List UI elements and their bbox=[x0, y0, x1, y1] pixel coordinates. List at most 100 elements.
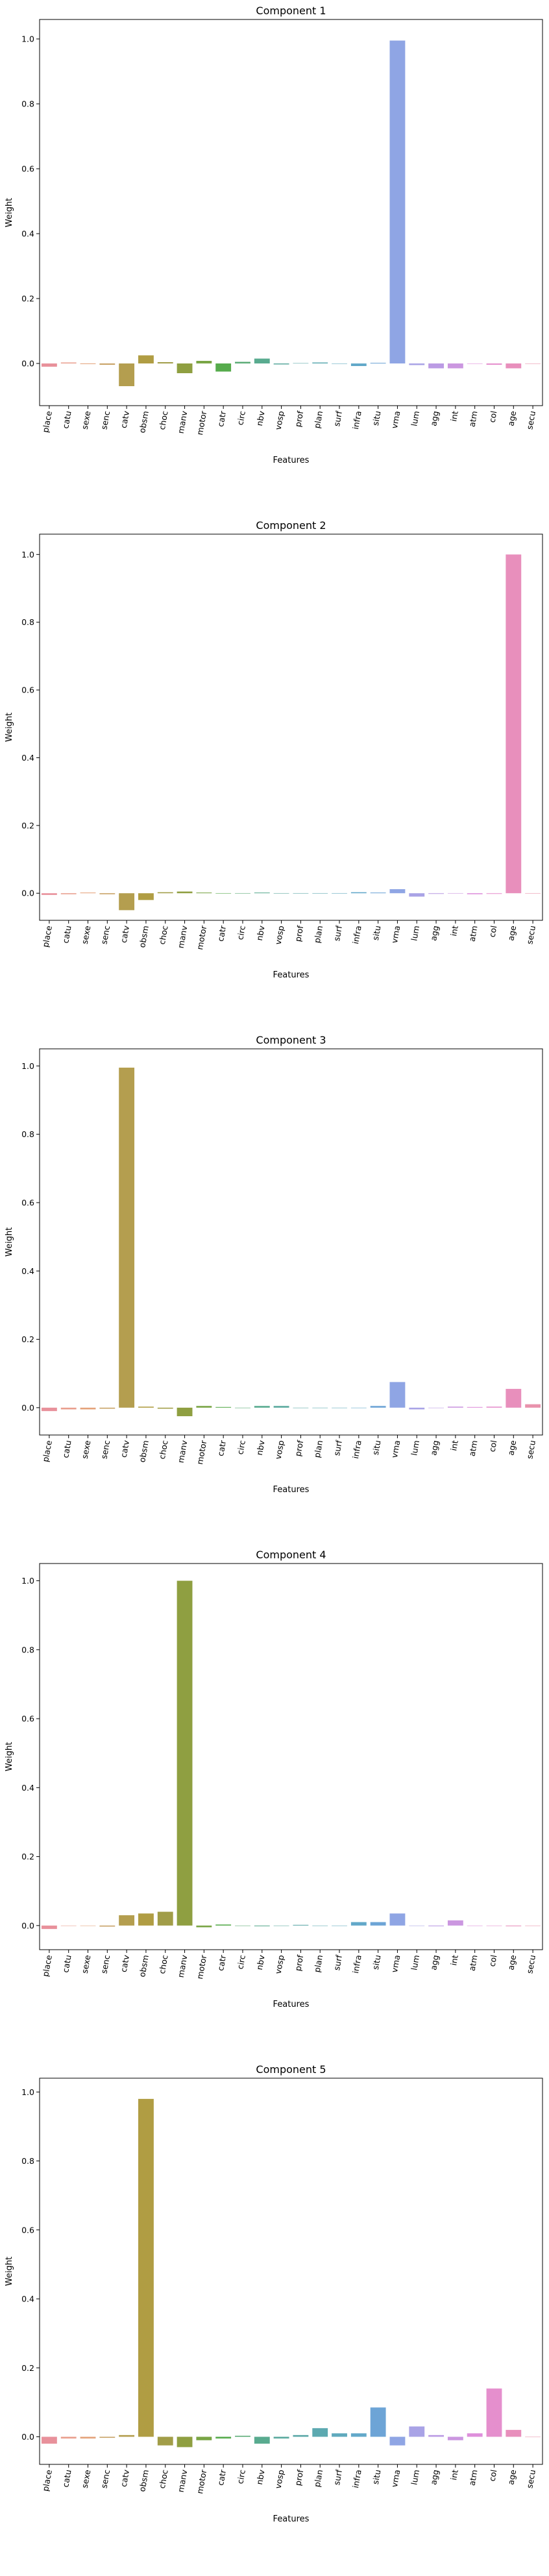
x-tick-label-motor: motor bbox=[195, 1954, 208, 1980]
bar-senc bbox=[99, 363, 116, 365]
x-tick-label-atm: atm bbox=[467, 410, 480, 428]
x-tick-label-manv: manv bbox=[176, 924, 189, 949]
x-tick-label-catv: catv bbox=[119, 1954, 132, 1973]
bar-manv bbox=[177, 363, 193, 373]
y-tick-label: 0.6 bbox=[21, 164, 34, 174]
bar-choc bbox=[157, 2436, 173, 2446]
bar-vma bbox=[389, 1382, 406, 1408]
bar-age bbox=[506, 1388, 522, 1408]
bar-catv bbox=[119, 893, 135, 911]
bar-secu bbox=[525, 363, 541, 364]
bar-manv bbox=[177, 2436, 193, 2447]
x-tick-label-choc: choc bbox=[157, 2469, 170, 2490]
x-tick-label-col: col bbox=[487, 2469, 499, 2482]
x-tick-label-prof: prof bbox=[293, 410, 305, 428]
x-tick-label-situ: situ bbox=[371, 2469, 383, 2485]
x-tick-label-circ: circ bbox=[235, 1440, 247, 1455]
x-tick-label-secu: secu bbox=[524, 925, 537, 945]
x-tick-label-plan: plan bbox=[312, 1954, 324, 1973]
plot-frame bbox=[39, 2078, 543, 2465]
bar-prof bbox=[293, 363, 309, 364]
x-tick-label-vosp: vosp bbox=[273, 925, 286, 946]
bar-circ bbox=[235, 893, 250, 894]
bar-situ bbox=[370, 2407, 386, 2437]
y-tick-label: 0.4 bbox=[21, 753, 34, 763]
bar-prof bbox=[293, 2435, 309, 2437]
bar-int bbox=[447, 893, 463, 894]
x-tick-label-sexe: sexe bbox=[80, 925, 93, 945]
bar-obsm bbox=[138, 1406, 154, 1408]
x-tick-label-int: int bbox=[448, 2469, 460, 2481]
y-tick-label: 0.2 bbox=[21, 2363, 34, 2373]
bar-atm bbox=[467, 893, 483, 894]
bar-catr bbox=[215, 1924, 232, 1926]
y-tick-label: 0.8 bbox=[21, 99, 34, 109]
x-tick-label-sexe: sexe bbox=[80, 410, 93, 430]
x-axis-label: Features bbox=[273, 970, 310, 980]
x-axis-label: Features bbox=[273, 1485, 310, 1495]
x-tick-label-circ: circ bbox=[235, 925, 247, 940]
x-tick-label-sexe: sexe bbox=[80, 1954, 93, 1974]
x-tick-label-manv: manv bbox=[176, 1954, 189, 1978]
bar-obsm bbox=[138, 355, 154, 363]
chart-title: Component 3 bbox=[256, 1034, 326, 1046]
x-tick-label-age: age bbox=[506, 1440, 518, 1456]
x-tick-label-agg: agg bbox=[428, 1954, 441, 1971]
x-tick-label-surf: surf bbox=[332, 2468, 344, 2486]
bar-atm bbox=[467, 363, 483, 364]
x-tick-label-age: age bbox=[506, 410, 518, 427]
x-tick-label-choc: choc bbox=[157, 925, 170, 946]
x-tick-label-manv: manv bbox=[176, 1439, 189, 1464]
x-tick-label-surf: surf bbox=[332, 924, 344, 942]
x-tick-label-circ: circ bbox=[235, 410, 247, 426]
x-tick-label-atm: atm bbox=[467, 925, 480, 942]
bar-col bbox=[486, 1406, 502, 1408]
x-tick-label-lum: lum bbox=[409, 925, 421, 942]
bar-vosp bbox=[273, 2436, 289, 2439]
x-tick-label-vma: vma bbox=[389, 1440, 402, 1458]
y-tick-label: 0.4 bbox=[21, 229, 34, 239]
x-tick-label-sexe: sexe bbox=[80, 1440, 93, 1460]
y-tick-label: 0.8 bbox=[21, 2156, 34, 2166]
x-tick-label-choc: choc bbox=[157, 410, 170, 431]
x-tick-label-plan: plan bbox=[312, 2469, 324, 2488]
bar-int bbox=[447, 1406, 463, 1408]
x-tick-label-age: age bbox=[506, 1954, 518, 1971]
plot-frame bbox=[39, 534, 543, 921]
x-tick-label-senc: senc bbox=[99, 925, 112, 945]
bar-obsm bbox=[138, 893, 154, 900]
x-tick-label-place: place bbox=[40, 1954, 54, 1978]
bar-choc bbox=[157, 1911, 173, 1926]
bar-nbv bbox=[254, 1406, 270, 1408]
y-tick-label: 0.4 bbox=[21, 1783, 34, 1793]
bar-age bbox=[506, 363, 522, 369]
bar-catu bbox=[60, 893, 77, 894]
bar-place bbox=[41, 893, 57, 895]
bar-catv bbox=[119, 1067, 135, 1408]
y-axis-label: Weight bbox=[5, 1742, 14, 1771]
x-axis-label: Features bbox=[273, 456, 310, 465]
bar-lum bbox=[409, 363, 425, 365]
x-tick-label-catu: catu bbox=[60, 2469, 73, 2488]
y-axis-label: Weight bbox=[5, 198, 14, 227]
x-tick-label-atm: atm bbox=[467, 2469, 480, 2486]
x-tick-label-circ: circ bbox=[235, 2469, 247, 2484]
bar-plan bbox=[312, 2428, 328, 2437]
x-tick-label-senc: senc bbox=[99, 1954, 112, 1974]
x-tick-label-situ: situ bbox=[371, 1954, 383, 1970]
x-tick-label-obsm: obsm bbox=[137, 1954, 151, 1978]
x-tick-label-nbv: nbv bbox=[254, 1954, 267, 1970]
x-tick-label-vosp: vosp bbox=[273, 2469, 286, 2490]
x-tick-label-col: col bbox=[487, 410, 499, 423]
x-tick-label-int: int bbox=[448, 1954, 460, 1967]
y-tick-label: 0.0 bbox=[21, 1403, 34, 1412]
x-tick-label-int: int bbox=[448, 410, 460, 423]
bar-int bbox=[447, 2436, 463, 2440]
x-tick-label-surf: surf bbox=[332, 1439, 344, 1456]
bar-place bbox=[41, 1925, 57, 1930]
bar-motor bbox=[196, 2436, 212, 2440]
